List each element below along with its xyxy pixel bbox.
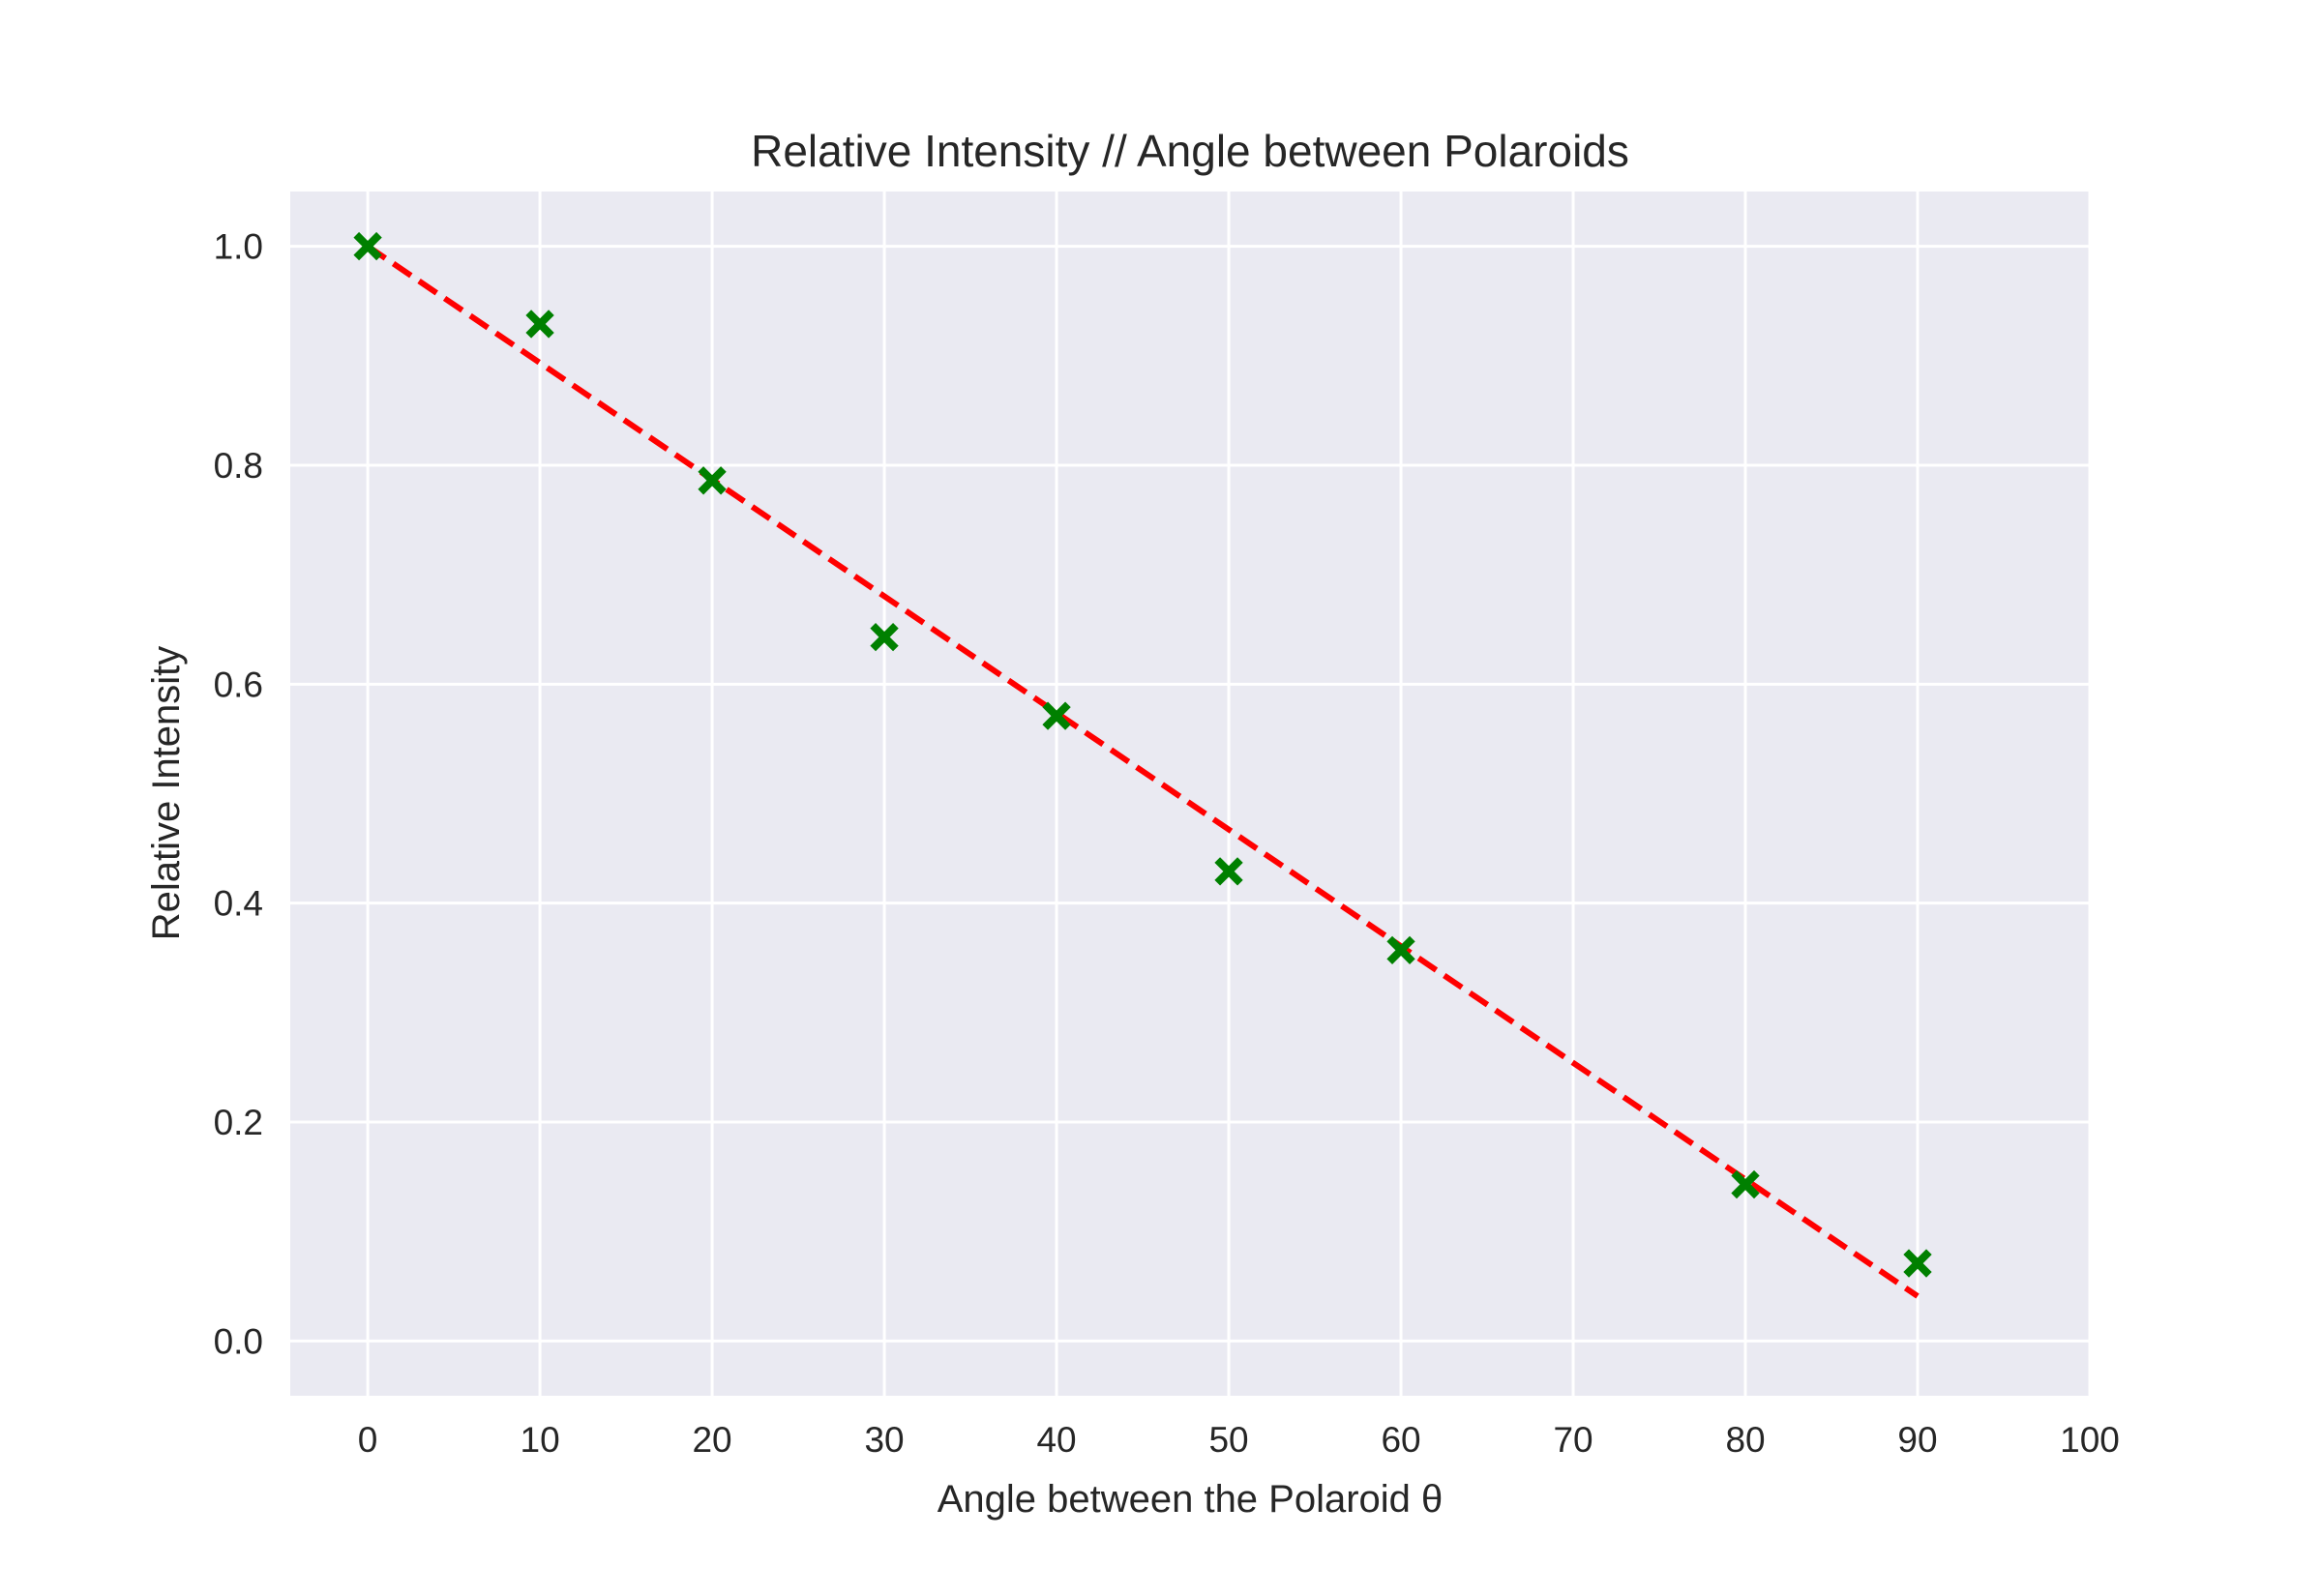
data-points — [353, 231, 1932, 1278]
y-axis-label: Relative Intensity — [145, 646, 188, 941]
chart-title: Relative Intensity // Angle between Pola… — [751, 126, 1629, 176]
fit-line — [366, 244, 1920, 1299]
x-tick-label: 80 — [1725, 1420, 1765, 1460]
y-tick-label: 0.6 — [214, 665, 263, 704]
grid — [290, 192, 2092, 1396]
y-tick-label: 0.0 — [214, 1321, 263, 1361]
y-tick-label: 1.0 — [214, 227, 263, 267]
data-point-marker — [698, 466, 727, 495]
data-point-marker — [1214, 857, 1243, 886]
x-tick-label: 0 — [358, 1420, 378, 1460]
plot-area — [290, 192, 2090, 1396]
x-tick-label: 40 — [1036, 1420, 1076, 1460]
x-tick-label: 10 — [521, 1420, 560, 1460]
y-tick-label: 0.8 — [214, 446, 263, 486]
y-tick-label: 0.2 — [214, 1103, 263, 1142]
y-tick-label: 0.4 — [214, 884, 263, 924]
x-tick-label: 70 — [1553, 1420, 1593, 1460]
x-tick-labels: 0 10 20 30 40 50 60 70 80 90 100 — [358, 1420, 2120, 1460]
x-tick-label: 100 — [2060, 1420, 2120, 1460]
x-tick-label: 50 — [1208, 1420, 1248, 1460]
data-point-marker — [1903, 1249, 1932, 1278]
x-tick-label: 60 — [1381, 1420, 1420, 1460]
y-tick-labels: 0.0 0.2 0.4 0.6 0.8 1.0 — [214, 227, 263, 1362]
x-tick-label: 20 — [692, 1420, 731, 1460]
x-axis-label: Angle between the Polaroid θ — [938, 1478, 1444, 1521]
data-point-marker — [1042, 701, 1071, 730]
data-point-marker — [1386, 935, 1415, 965]
fit-line-group — [366, 244, 1920, 1299]
data-point-marker — [1731, 1169, 1760, 1199]
x-tick-label: 30 — [864, 1420, 904, 1460]
data-point-marker — [870, 622, 899, 652]
data-point-marker — [353, 231, 382, 261]
data-point-marker — [525, 310, 554, 339]
x-tick-label: 90 — [1897, 1420, 1937, 1460]
